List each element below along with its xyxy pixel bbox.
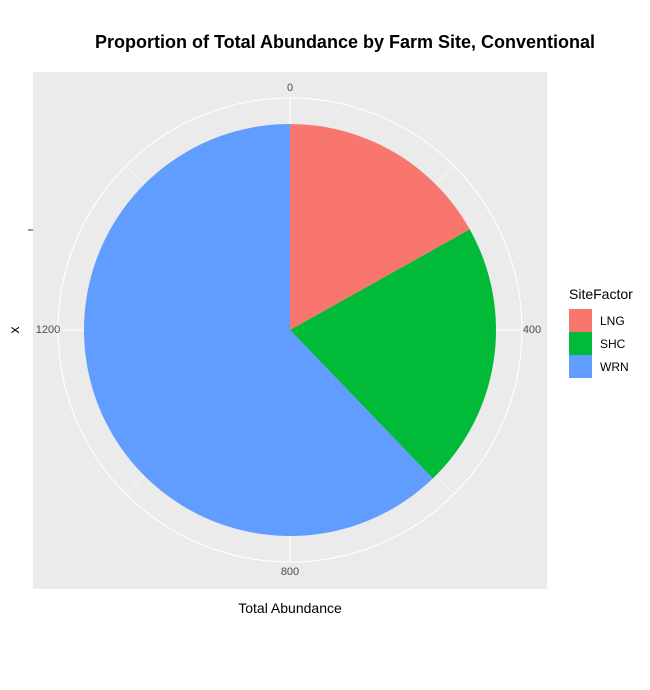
legend-label-shc: SHC (600, 337, 626, 351)
theta-tick-label: 400 (523, 324, 541, 336)
pie-slice-wrn (84, 124, 433, 537)
theta-tick-label: 1200 (36, 324, 60, 336)
x-axis-title: Total Abundance (238, 600, 342, 616)
pie-slice-lng (290, 124, 470, 330)
theta-tick-label: 800 (281, 566, 299, 578)
legend-label-wrn: WRN (600, 360, 629, 374)
pie-slice-shc (290, 229, 497, 479)
pie-slices (84, 124, 497, 537)
y-axis-title: x (6, 327, 22, 334)
legend-title: SiteFactor (569, 286, 633, 302)
legend-swatch-wrn (569, 355, 592, 378)
legend-swatch-shc (569, 332, 592, 355)
theta-tick-label: 0 (287, 82, 293, 94)
legend: SiteFactor LNG SHC WRN (569, 286, 633, 378)
legend-label-lng: LNG (600, 314, 625, 328)
chart-title: Proportion of Total Abundance by Farm Si… (95, 32, 595, 52)
legend-swatch-lng (569, 309, 592, 332)
theta-ticks: 0 400 800 1200 (36, 82, 541, 578)
